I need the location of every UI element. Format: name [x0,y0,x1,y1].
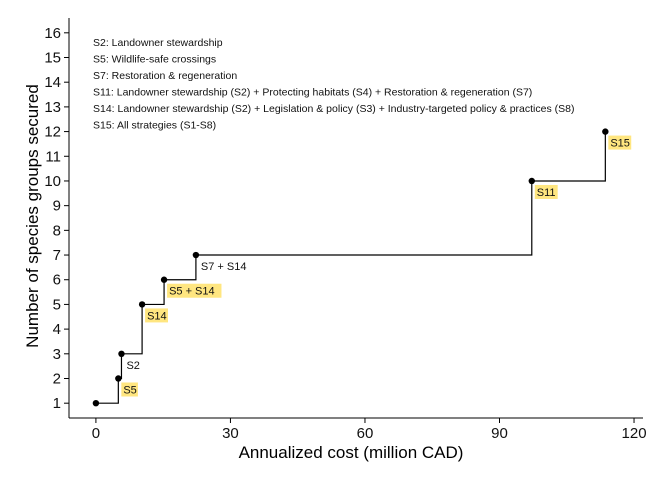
chart-legend: S2: Landowner stewardship S5: Wildlife-sa… [93,37,575,132]
data-point [528,177,535,185]
point-label: S5 [123,384,136,396]
y-tick-label: 2 [53,370,61,387]
data-point [115,375,122,382]
x-tick-label: 60 [357,425,374,442]
point-label-highlight [608,135,632,150]
y-tick-label: 4 [53,321,61,338]
y-tick-label: 8 [53,222,61,239]
point-label: S2 [126,360,139,372]
y-tick-label: 16 [44,25,61,42]
data-point [138,301,146,308]
legend-entry: S11: Landowner stewardship (S2) + Protec… [93,87,532,99]
y-tick-label: 15 [44,50,61,67]
y-tick-label: 11 [45,148,61,165]
data-point [192,251,200,259]
y-tick-label: 10 [44,173,61,190]
y-tick-label: 1 [53,395,61,412]
point-label-highlight [145,308,168,323]
y-tick-label: 14 [44,74,61,91]
point-label: S14 [147,310,167,322]
data-point [160,276,168,283]
y-tick-label: 9 [53,198,61,215]
y-tick-label: 3 [53,346,61,363]
x-tick-label: 0 [92,425,100,442]
x-axis-title: Annualized cost (million CAD) [239,443,464,462]
y-tick-label: 7 [53,247,61,264]
legend-entry: S5: Wildlife-safe crossings [93,54,216,66]
point-label-highlight [121,382,138,397]
y-tick-label: 12 [44,124,61,141]
x-tick-label: 30 [222,425,239,442]
point-label: S15 [610,138,630,150]
point-label-highlight [167,283,222,298]
point-label: S11 [537,187,556,199]
step-line [95,131,606,404]
y-tick-label: 13 [44,99,61,116]
data-point [602,128,609,135]
y-tick-label: 6 [53,272,61,289]
data-point [92,399,100,407]
legend-entry: S15: All strategies (S1-S8) [93,120,216,132]
y-axis-title: Number of species groups secured [23,84,42,348]
data-point [118,350,125,358]
x-tick-label: 120 [622,425,647,442]
point-label: S7 + S14 [201,261,247,273]
point-label: S5 + S14 [169,286,215,298]
chart-series [92,128,609,407]
legend-entry: S2: Landowner stewardship [93,37,223,49]
legend-entry: S14: Landowner stewardship (S2) + Legisl… [93,103,575,115]
point-label-highlight [534,184,558,199]
y-tick-label: 5 [53,296,61,313]
x-tick-label: 90 [491,425,508,442]
legend-entry: S7: Restoration & regeneration [93,70,237,82]
